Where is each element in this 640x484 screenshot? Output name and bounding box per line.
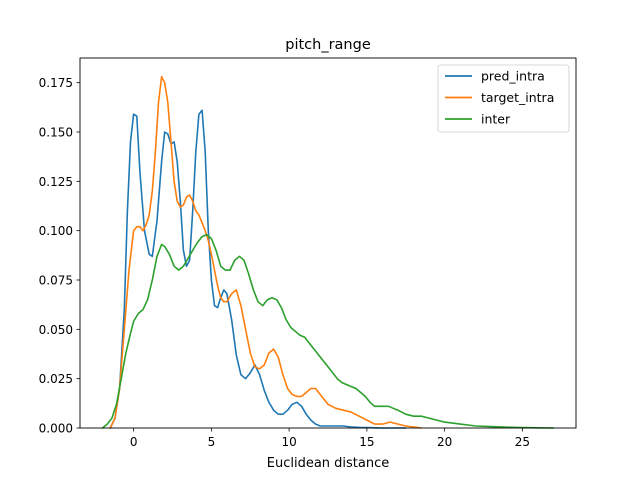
series-line-pred-intra	[109, 109, 407, 429]
axes-frame	[79, 57, 577, 429]
x-tick-label: 15	[359, 435, 374, 449]
plot-area	[101, 75, 555, 429]
legend-label: pred_intra	[481, 69, 545, 84]
y-tick-label: 0.125	[39, 175, 73, 189]
legend-box	[437, 64, 570, 133]
series-line-inter	[101, 233, 555, 429]
x-tick-label: 10	[281, 435, 296, 449]
legend-label: inter	[481, 112, 511, 127]
y-tick-label: 0.150	[39, 126, 73, 140]
y-tick-label: 0.025	[39, 372, 73, 386]
x-axis-label: Euclidean distance	[267, 456, 390, 471]
chart-title: pitch_range	[285, 37, 371, 53]
x-tick-label: 0	[130, 435, 138, 449]
legend-label: target_intra	[481, 90, 554, 105]
y-tick-label: 0.000	[39, 422, 73, 436]
x-axis-ticks: 0 5 10 15 20 25	[130, 428, 530, 449]
y-tick-label: 0.075	[39, 274, 73, 288]
y-axis-ticks: 0.000 0.025 0.050 0.075 0.100 0.125 0.150 0.175	[39, 76, 80, 436]
x-tick-label: 25	[515, 435, 530, 449]
y-tick-label: 0.175	[39, 76, 73, 90]
series-line-target-intra	[109, 75, 423, 429]
x-tick-label: 5	[208, 435, 216, 449]
y-tick-label: 0.100	[39, 224, 73, 238]
x-tick-label: 20	[437, 435, 452, 449]
y-tick-label: 0.050	[39, 323, 73, 337]
